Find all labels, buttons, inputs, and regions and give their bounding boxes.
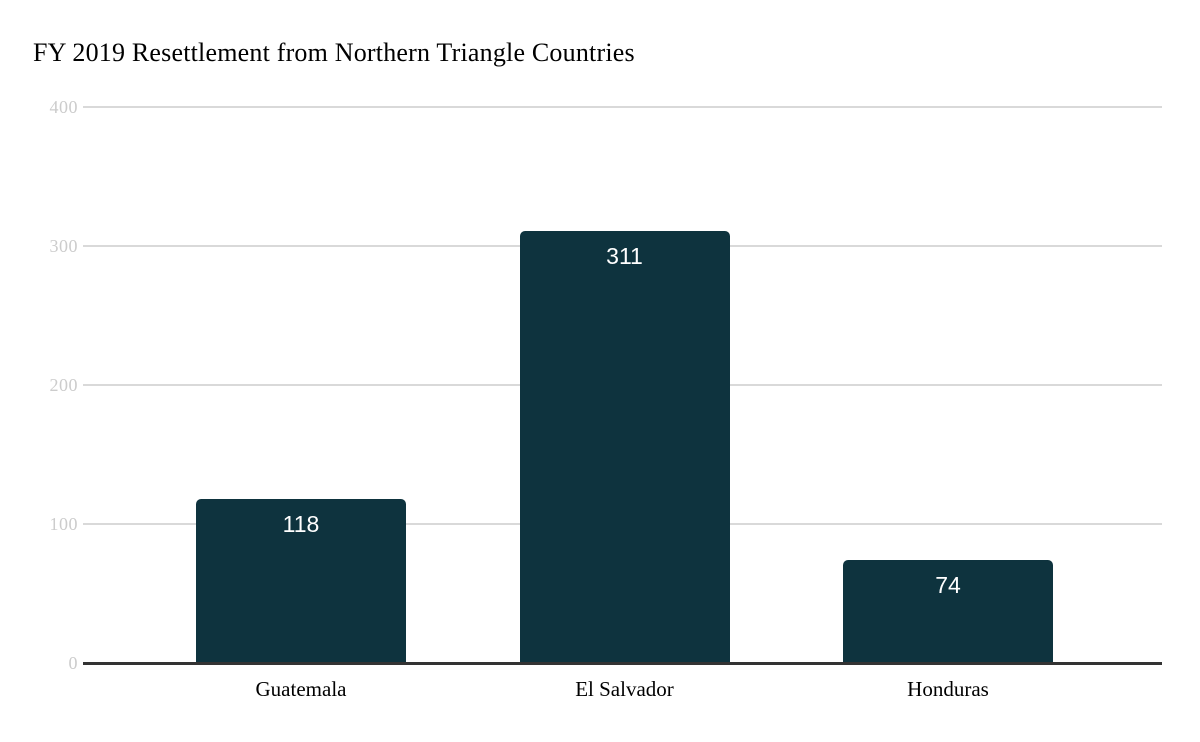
y-axis-tick-label: 100 [49,514,78,534]
y-axis-tick-label: 300 [49,236,78,256]
x-axis-line [83,662,1162,665]
x-axis-category-label: Honduras [907,677,989,701]
bar-value-label: 311 [606,242,643,269]
gridline [83,106,1162,108]
bar-value-label: 118 [282,510,320,537]
y-axis-tick-label: 200 [49,375,78,395]
x-axis-category-label: El Salvador [575,677,674,701]
bar-guatemala: 118 [196,498,406,665]
chart-title: FY 2019 Resettlement from Northern Trian… [33,38,635,67]
x-axis-category-label: Guatemala [255,677,347,701]
bar-value-label: 74 [935,572,961,599]
y-axis-tick-label: 0 [68,653,78,673]
bar-el-salvador: 311 [519,230,730,665]
y-axis-tick-label: 400 [49,97,78,117]
bar-honduras: 74 [843,560,1053,665]
